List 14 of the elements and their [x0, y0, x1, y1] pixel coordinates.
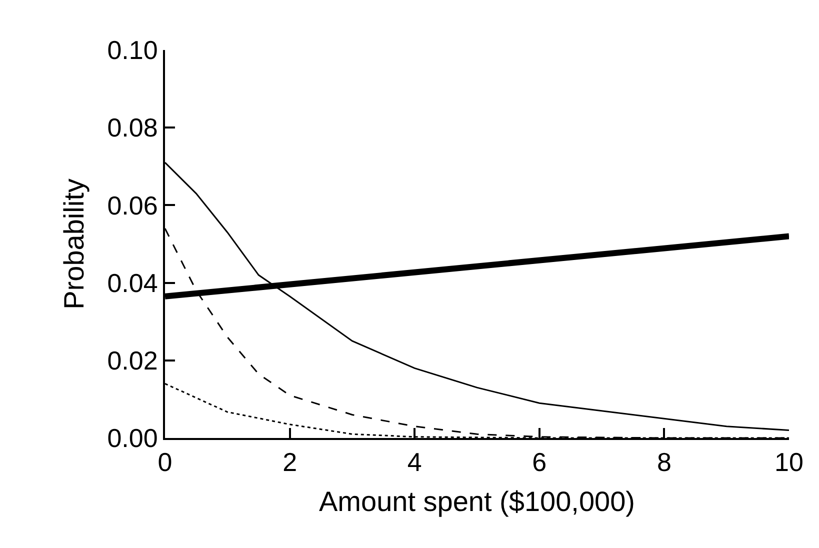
y-tick-label: 0.04	[107, 268, 158, 298]
y-tick-label: 0.06	[107, 190, 158, 220]
x-tick-label: 2	[282, 447, 298, 478]
x-axis-title: Amount spent ($100,000)	[319, 486, 635, 517]
y-tick-label: 0.10	[107, 35, 158, 66]
x-tick-label: 4	[407, 447, 422, 478]
y-tick-label: 0.08	[107, 112, 158, 143]
y-tick-label: 0.00	[107, 423, 158, 454]
y-axis-title: Probability	[58, 178, 90, 310]
x-tick-label: 10	[774, 447, 804, 478]
y-tick-label: 0.02	[107, 346, 158, 376]
x-tick-label: 8	[656, 447, 672, 478]
x-tick-label: 0	[158, 447, 172, 478]
x-tick-label: 6	[532, 447, 547, 478]
